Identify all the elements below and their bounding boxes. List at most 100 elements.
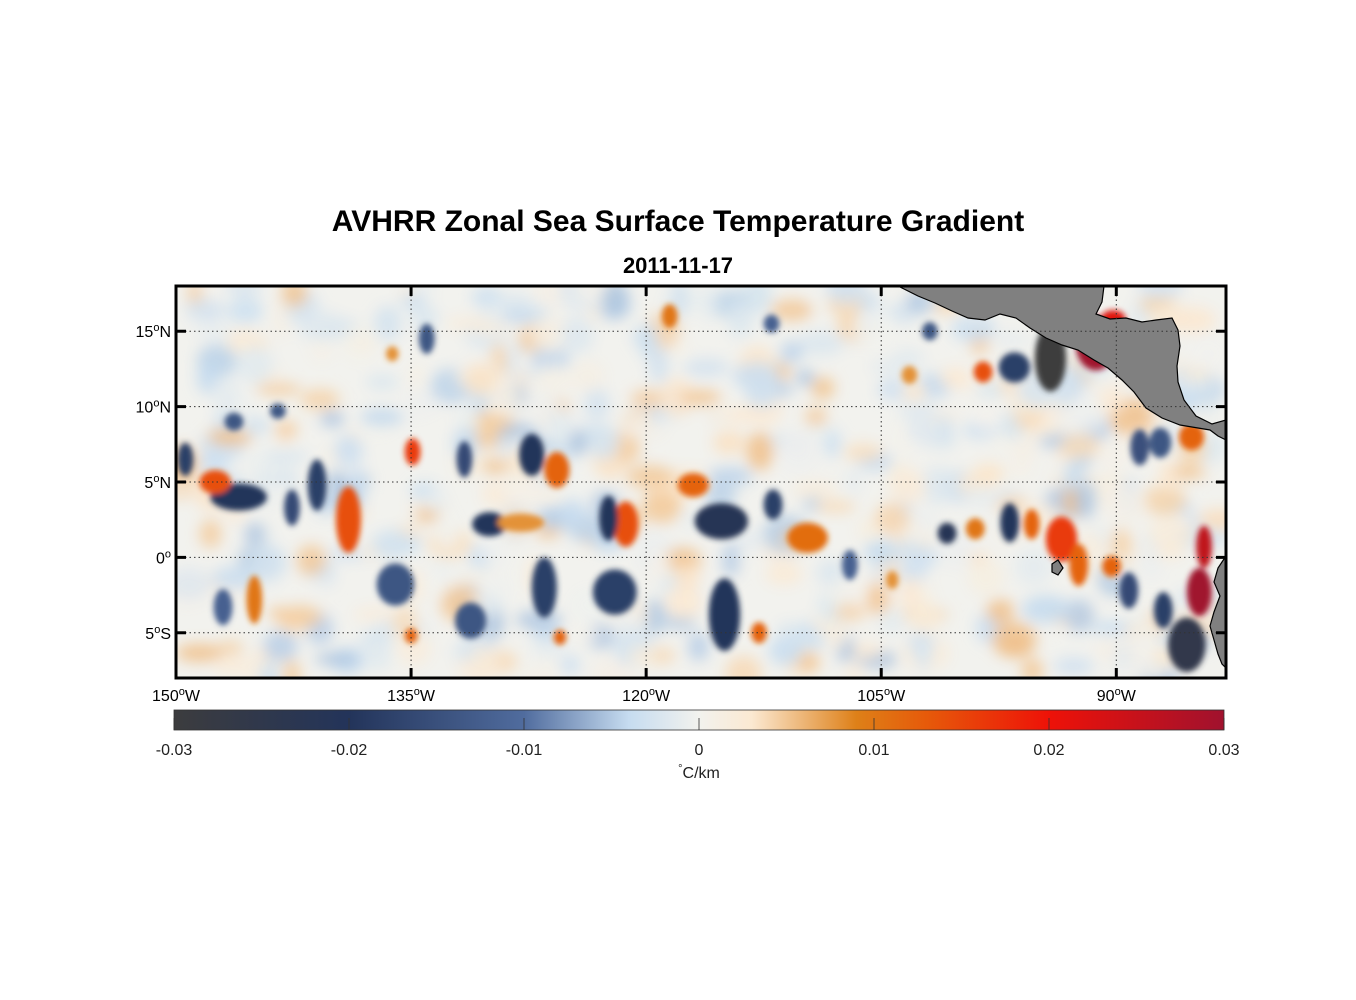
gradient-feature: [418, 323, 435, 354]
noise-blob: [664, 585, 703, 620]
noise-blob: [1013, 433, 1039, 461]
noise-blob: [914, 638, 933, 671]
noise-blob: [565, 627, 601, 641]
noise-blob: [1169, 306, 1216, 334]
noise-blob: [874, 502, 910, 535]
gradient-feature: [751, 622, 767, 644]
noise-blob: [733, 528, 767, 552]
gradient-feature: [1023, 509, 1040, 540]
noise-blob: [809, 291, 826, 324]
chart-subtitle: 2011-11-17: [622, 253, 734, 278]
noise-blob: [211, 565, 258, 590]
noise-blob: [407, 361, 426, 395]
gradient-feature: [592, 569, 637, 615]
noise-blob: [1069, 392, 1105, 433]
noise-blob: [272, 298, 290, 339]
noise-blob: [725, 655, 762, 678]
noise-blob: [798, 654, 819, 671]
noise-blob: [227, 297, 264, 324]
noise-blob: [334, 434, 363, 467]
noise-blob: [297, 311, 345, 342]
noise-blob: [211, 657, 254, 675]
colorbar-tick-label: -0.03: [156, 742, 193, 759]
longitude-label: 135oW: [387, 686, 436, 705]
noise-blob: [353, 607, 396, 622]
longitude-label: 105oW: [857, 686, 906, 705]
noise-blob: [212, 374, 240, 414]
noise-blob: [255, 382, 302, 396]
noise-blob: [1109, 528, 1133, 565]
colorbar-unit-label: °C/km: [678, 763, 720, 782]
noise-blob: [1133, 648, 1151, 665]
noise-blob: [866, 582, 890, 615]
noise-blob: [770, 299, 814, 321]
noise-blob: [675, 562, 701, 591]
noise-blob: [986, 599, 1015, 624]
latitude-label: 5oS: [145, 624, 171, 643]
gradient-feature: [613, 501, 639, 547]
noise-blob: [361, 643, 392, 671]
noise-blob: [901, 576, 922, 610]
noise-blob: [816, 559, 846, 587]
noise-blob: [529, 386, 559, 418]
noise-blob: [587, 424, 620, 460]
noise-blob: [452, 645, 476, 662]
noise-blob: [515, 669, 561, 678]
gradient-feature: [531, 557, 557, 618]
noise-blob: [622, 419, 666, 440]
gradient-feature: [224, 412, 244, 431]
noise-blob: [629, 646, 658, 665]
noise-blob: [796, 369, 815, 387]
map-plot-area: [174, 284, 1228, 680]
noise-blob: [879, 608, 905, 634]
noise-blob: [208, 427, 253, 447]
gradient-feature: [472, 512, 507, 537]
noise-blob: [778, 431, 819, 472]
noise-blob: [277, 605, 323, 629]
gradient-feature: [284, 489, 300, 526]
gradient-feature: [553, 629, 567, 645]
noise-blob: [422, 488, 448, 513]
latitude-label: 15oN: [136, 322, 171, 341]
noise-blob: [706, 466, 753, 487]
colorbar: -0.03 -0.02 -0.01 0 0.01 0.02 0.03 °C/km: [156, 709, 1240, 782]
noise-blob: [568, 429, 588, 456]
noise-blob: [263, 630, 298, 662]
noise-blob: [712, 430, 746, 455]
noise-blob: [236, 346, 274, 384]
gradient-feature: [901, 365, 918, 385]
noise-blob: [845, 466, 863, 496]
land-layer: [897, 286, 1226, 669]
noise-blob: [1021, 595, 1070, 624]
gradient-feature: [763, 314, 780, 333]
noise-blob: [727, 300, 754, 338]
gradient-feature: [965, 518, 985, 540]
noise-blob: [646, 552, 673, 583]
noise-blob: [1053, 408, 1073, 430]
gradient-feature: [1045, 516, 1078, 562]
noise-blob: [185, 298, 226, 322]
noise-blob: [571, 360, 605, 392]
colorbar-tick-label: 0.02: [1033, 742, 1064, 759]
gradient-feature: [1102, 555, 1121, 577]
noise-blob: [610, 611, 644, 631]
noise-blob: [249, 544, 287, 582]
noise-blob: [491, 293, 535, 313]
noise-blob: [464, 362, 497, 397]
noise-blob: [1198, 509, 1226, 531]
gradient-feature: [885, 570, 899, 590]
gradient-feature: [937, 522, 957, 544]
noise-blob: [560, 316, 594, 354]
noise-blob: [529, 316, 572, 352]
noise-blob: [797, 331, 844, 356]
gradient-feature: [708, 578, 741, 651]
noise-blob: [1097, 441, 1134, 468]
gradient-feature: [307, 459, 327, 511]
gradient-feature: [404, 438, 421, 466]
latitude-labels: 15oN 10oN 5oN 0o 5oS: [136, 322, 171, 643]
noise-blob: [396, 631, 431, 666]
noise-blob: [195, 317, 236, 344]
noise-blob: [804, 422, 834, 436]
noise-blob: [679, 389, 723, 406]
noise-blob: [845, 663, 864, 678]
